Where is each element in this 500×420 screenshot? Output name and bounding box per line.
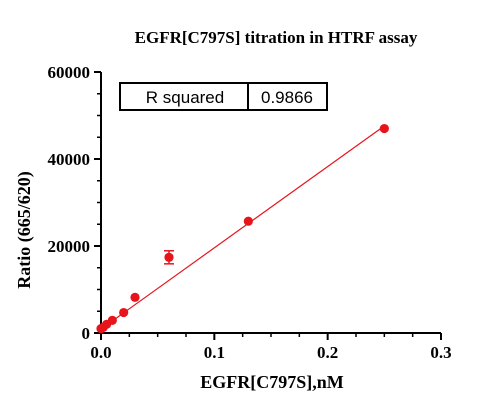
data-point <box>130 292 140 302</box>
data-point <box>164 252 174 262</box>
stats-table-border <box>119 82 328 111</box>
x-axis: 0.0 0.1 0.2 0.3 <box>90 332 452 362</box>
x-tick-label: 0.3 <box>430 343 451 362</box>
x-ticks: 0.0 0.1 0.2 0.3 <box>90 333 452 362</box>
r-squared-label: R squared <box>146 88 224 107</box>
stats-table: R squared 0.9866 <box>119 82 328 111</box>
x-tick-label: 0.2 <box>317 343 338 362</box>
x-tick-label: 0.0 <box>90 343 111 362</box>
y-axis: 0 20000 40000 60000 <box>48 63 102 343</box>
y-tick-label: 0 <box>82 324 91 343</box>
data-point <box>107 315 117 325</box>
data-point <box>243 216 253 226</box>
fit-line <box>100 125 385 330</box>
data-points <box>96 123 389 334</box>
data-point <box>379 123 389 134</box>
y-axis-title: Ratio (665/620) <box>14 171 35 288</box>
y-tick-label: 60000 <box>48 63 91 82</box>
y-tick-label: 40000 <box>48 150 91 169</box>
y-ticks: 0 20000 40000 60000 <box>48 63 101 343</box>
y-tick-label: 20000 <box>48 237 91 256</box>
chart-title: EGFR[C797S] titration in HTRF assay <box>135 28 418 47</box>
fit-line-layer <box>100 125 385 330</box>
x-axis-title: EGFR[C797S],nM <box>200 372 344 392</box>
x-tick-label: 0.1 <box>204 343 225 362</box>
data-point <box>119 307 129 318</box>
r-squared-value: 0.9866 <box>261 88 313 107</box>
